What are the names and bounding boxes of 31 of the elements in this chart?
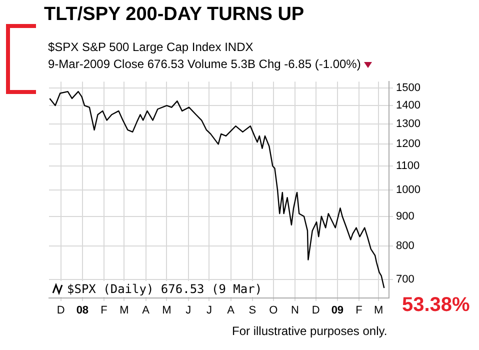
x-tick-label: D (56, 304, 65, 317)
x-tick-label: F (100, 304, 108, 317)
x-tick-label: J (186, 304, 192, 317)
x-tick-label: J (206, 304, 212, 317)
x-tick-label: A (227, 304, 236, 317)
y-tick-label: 1100 (396, 160, 420, 172)
x-tick-label: F (356, 304, 363, 317)
x-tick-label: M (120, 304, 129, 317)
text: For illustrative purposes only. (232, 324, 388, 338)
legend-label: $SPX (Daily) 676.53 (9 Mar) (67, 282, 262, 296)
text: 53.38% (402, 294, 470, 316)
chart-subtitle: $SPX S&P 500 Large Cap Index INDX (48, 40, 254, 54)
y-tick-label: 800 (396, 240, 414, 252)
y-tick-label: 1300 (396, 118, 420, 130)
x-tick-label: M (162, 304, 172, 317)
y-tick-label: 1500 (396, 82, 420, 94)
chart-title: TLT/SPY 200-DAY TURNS UP (44, 4, 304, 26)
y-tick-label: 700 (396, 273, 414, 286)
x-tick-label: M (374, 304, 384, 317)
x-tick-label: D (312, 304, 320, 317)
y-tick-label: 1200 (396, 138, 420, 150)
y-tick-label: 900 (396, 210, 414, 222)
x-tick-label: S (248, 304, 256, 317)
x-tick-label: O (269, 304, 278, 317)
y-tick-label: 1000 (396, 184, 420, 196)
x-tick-label: 08 (76, 304, 89, 317)
y-tick-label: 1400 (396, 100, 420, 112)
x-tick-label: 09 (331, 304, 344, 317)
x-tick-label: A (142, 304, 150, 317)
x-tick-label: N (290, 304, 299, 317)
text: 9-Mar-2009 Close 676.53 Volume 5.3B Chg -6.85 (-1.00%) (48, 57, 361, 71)
